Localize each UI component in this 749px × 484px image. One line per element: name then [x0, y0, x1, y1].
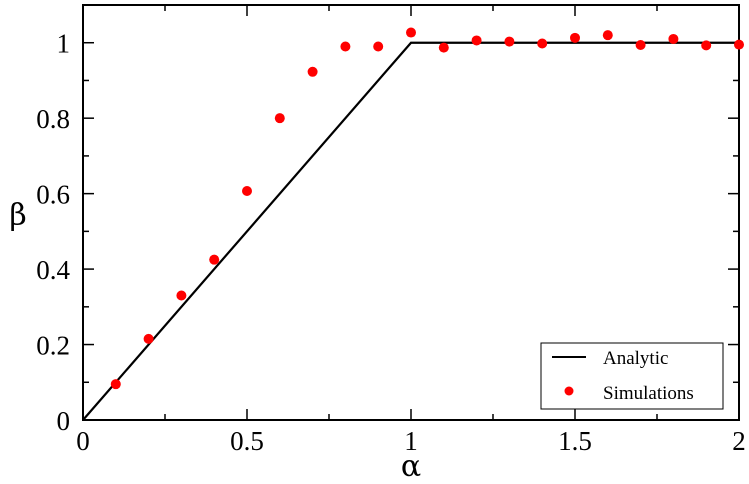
simulation-point — [209, 254, 220, 265]
simulation-point — [504, 36, 515, 47]
x-tick-label: 1 — [404, 426, 418, 456]
x-tick-label: 1.5 — [558, 426, 592, 456]
y-tick-label: 0 — [57, 406, 71, 436]
y-tick-label: 0.6 — [36, 180, 70, 210]
x-tick-label: 2 — [732, 426, 746, 456]
analytic-line — [82, 41, 739, 421]
simulation-point — [110, 379, 121, 390]
legend-box — [540, 342, 724, 410]
simulation-point — [635, 39, 646, 50]
y-tick-label: 1 — [57, 29, 71, 59]
simulation-point — [537, 38, 548, 49]
legend: Analytic Simulations — [540, 342, 724, 410]
simulation-point — [602, 30, 613, 41]
x-tick-label: 0 — [76, 426, 90, 456]
simulation-point — [734, 39, 744, 50]
simulation-point — [274, 113, 285, 124]
simulation-point — [176, 290, 187, 301]
simulation-point — [438, 42, 449, 53]
tick-labels: 0 0.5 1 1.5 2 0 0.2 0.4 0.6 0.8 1 — [36, 29, 746, 456]
y-axis-label: β — [9, 198, 26, 233]
y-tick-label: 0.2 — [36, 331, 70, 361]
simulation-point — [668, 33, 679, 44]
x-tick-label: 0.5 — [230, 426, 264, 456]
legend-swatch-simulations — [564, 386, 574, 396]
simulation-point — [340, 41, 351, 52]
simulation-point — [701, 40, 712, 51]
simulation-point — [406, 27, 416, 38]
simulation-point — [143, 333, 154, 344]
simulation-point — [471, 35, 482, 46]
ticks — [82, 4, 740, 421]
series-layer — [82, 27, 744, 421]
y-tick-label: 0.4 — [36, 255, 70, 285]
simulation-point — [307, 66, 318, 77]
legend-label-analytic: Analytic — [603, 348, 668, 369]
simulation-point — [570, 32, 580, 43]
simulation-point — [373, 41, 384, 52]
simulation-point — [242, 185, 252, 196]
legend-label-simulations: Simulations — [603, 383, 694, 404]
y-tick-label: 0.8 — [36, 104, 70, 134]
x-axis-label: α — [401, 449, 421, 484]
